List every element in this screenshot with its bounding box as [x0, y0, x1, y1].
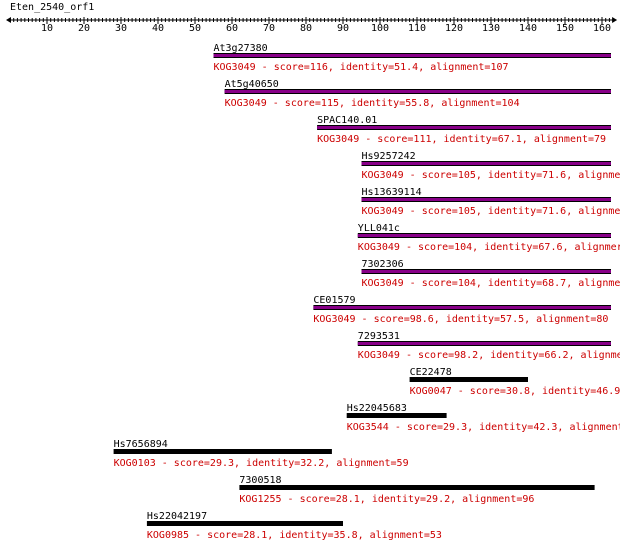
hit-annotation: KOG3049 - score=98.2, identity=66.2, ali… — [358, 350, 620, 361]
hit-row: CE01579 KOG3049 - score=98.6, identity=57… — [313, 295, 611, 325]
ruler-tick-label: 90 — [337, 23, 349, 34]
hit-row: 7300518 KOG1255 - score=28.1, identity=29… — [239, 475, 595, 505]
ruler-tick-label: 30 — [115, 23, 127, 34]
hit-name: 7300518 — [239, 475, 281, 486]
hit-row: At3g27380 KOG3049 - score=116, identity=5… — [213, 43, 611, 73]
hit-row: Hs7656894 KOG0103 - score=29.3, identity=… — [113, 439, 409, 469]
hit-name: At3g27380 — [214, 43, 268, 54]
hit-name: Hs22045683 — [347, 403, 407, 414]
hit-bar-fill — [361, 198, 611, 201]
hit-row: At5g40650 KOG3049 - score=115, identity=5… — [224, 79, 611, 109]
hit-bar — [239, 485, 595, 490]
hit-annotation: KOG3049 - score=104, identity=68.7, alig… — [362, 278, 620, 289]
ruler-right-arrow — [612, 17, 618, 23]
ruler-tick-label: 10 — [41, 23, 53, 34]
hit-bar-fill — [313, 306, 611, 309]
hit-name: Hs7656894 — [114, 439, 168, 450]
hit-name: SPAC140.01 — [317, 115, 377, 126]
hit-name: Hs13639114 — [362, 187, 422, 198]
hit-bar — [346, 413, 447, 418]
ruler-tick-label: 110 — [408, 23, 426, 34]
hit-row: CE22478 KOG0047 - score=30.8, identity=46… — [409, 367, 620, 397]
hit-name: 7302306 — [362, 259, 404, 270]
hit-row: Hs22045683 KOG3544 - score=29.3, identity… — [346, 403, 620, 433]
position-ruler: 10 20 30 40 50 60 70 80 90 100 110 120 130 140 150 160 — [6, 17, 618, 34]
ruler-tick-label: 50 — [189, 23, 201, 34]
hit-annotation: KOG0047 - score=30.8, identity=46.9 — [410, 386, 620, 397]
ruler-left-arrow — [6, 17, 11, 23]
hit-bar-fill — [213, 54, 611, 57]
ruler-tick-label: 130 — [482, 23, 500, 34]
hit-bar-fill — [224, 90, 611, 93]
hit-annotation: KOG3049 - score=116, identity=51.4, alig… — [214, 62, 509, 73]
ruler-tick-label: 40 — [152, 23, 164, 34]
hit-name: YLL041c — [358, 223, 400, 234]
hit-row: 7302306 KOG3049 - score=104, identity=68.… — [361, 259, 620, 289]
hit-annotation: KOG3049 - score=115, identity=55.8, alig… — [225, 98, 520, 109]
hit-bar-fill — [357, 234, 611, 237]
hit-bar-fill — [361, 162, 611, 165]
ruler-tick-label: 140 — [519, 23, 537, 34]
hit-annotation: KOG3049 - score=104, identity=67.6, alig… — [358, 242, 620, 253]
hit-list: At3g27380 KOG3049 - score=116, identity=5… — [113, 43, 620, 541]
hit-row: Hs22042197 KOG0985 - score=28.1, identity… — [146, 511, 442, 541]
hit-bar-fill — [317, 126, 611, 129]
hit-annotation: KOG3049 - score=98.6, identity=57.5, ali… — [313, 314, 608, 325]
ruler-tick-label: 160 — [593, 23, 611, 34]
ruler-tick-label: 20 — [78, 23, 90, 34]
hit-annotation: KOG3049 - score=111, identity=67.1, alig… — [317, 134, 606, 145]
hit-bar — [146, 521, 343, 526]
hit-row: 7293531 KOG3049 - score=98.2, identity=66… — [357, 331, 620, 361]
hit-name: CE01579 — [313, 295, 355, 306]
hit-bar — [409, 377, 528, 382]
ruler-tick-label: 70 — [263, 23, 275, 34]
hit-annotation: KOG3049 - score=105, identity=71.6, alig… — [362, 206, 620, 217]
hit-name: At5g40650 — [225, 79, 279, 90]
ruler-tick-label: 150 — [556, 23, 574, 34]
hit-annotation: KOG1255 - score=28.1, identity=29.2, ali… — [239, 494, 534, 505]
hit-annotation: KOG0985 - score=28.1, identity=35.8, ali… — [147, 530, 442, 541]
hit-row: Hs13639114 KOG3049 - score=105, identity=… — [361, 187, 620, 217]
hit-annotation: KOG0103 - score=29.3, identity=32.2, ali… — [114, 458, 409, 469]
hit-row: YLL041c KOG3049 - score=104, identity=67.… — [357, 223, 620, 253]
hit-row: Hs9257242 KOG3049 - score=105, identity=7… — [361, 151, 620, 181]
ruler-tick-label: 80 — [300, 23, 312, 34]
ruler-tick-label: 60 — [226, 23, 238, 34]
hit-bar-fill — [361, 270, 611, 273]
hit-annotation: KOG3049 - score=105, identity=71.6, alig… — [362, 170, 620, 181]
query-title: Eten_2540_orf1 — [10, 2, 94, 13]
ruler-tick-label: 100 — [371, 23, 389, 34]
hit-name: 7293531 — [358, 331, 400, 342]
hit-row: SPAC140.01 KOG3049 - score=111, identity=… — [317, 115, 611, 145]
ruler-tick-label: 120 — [445, 23, 463, 34]
hit-bar — [113, 449, 332, 454]
hit-name: CE22478 — [410, 367, 452, 378]
hit-annotation: KOG3544 - score=29.3, identity=42.3, ali… — [347, 422, 620, 433]
hit-name: Hs9257242 — [362, 151, 416, 162]
hit-bar-fill — [357, 342, 611, 345]
hit-name: Hs22042197 — [147, 511, 207, 522]
